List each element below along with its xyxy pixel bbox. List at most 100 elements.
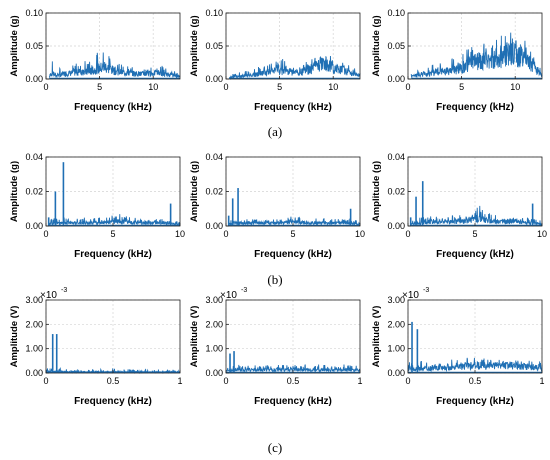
spectrum-series (407, 357, 543, 373)
x-axis-label: Frequency (kHz) (254, 396, 332, 407)
y-axis-label: Amplitude (V) (9, 306, 20, 368)
y-tick-label: 0.02 (205, 187, 223, 197)
x-tick-label: 0 (405, 229, 410, 239)
y-tick-label: 0.00 (205, 221, 223, 231)
x-tick-label: 0 (223, 229, 228, 239)
axis-multiplier-exponent: -3 (423, 287, 429, 294)
spectrum-series (410, 32, 543, 79)
y-tick-label: 0.00 (205, 368, 223, 378)
x-tick-label: 5 (110, 229, 115, 239)
x-tick-label: 0 (43, 376, 48, 386)
y-tick-label: 0.00 (387, 74, 405, 84)
y-tick-label: 0.00 (387, 221, 405, 231)
y-tick-label: 0.00 (205, 74, 223, 84)
y-axis-label: Amplitude (g) (9, 15, 20, 76)
x-tick-label: 0 (223, 376, 228, 386)
y-tick-label: 0.02 (25, 187, 43, 197)
x-axis-label: Frequency (kHz) (254, 102, 332, 113)
x-tick-label: 1 (539, 376, 544, 386)
caption-c: (c) (267, 440, 283, 455)
y-tick-label: 3.00 (205, 295, 223, 305)
x-axis-label: Frequency (kHz) (74, 396, 152, 407)
y-axis-label: Amplitude (g) (371, 15, 382, 76)
x-tick-label: 0 (43, 229, 48, 239)
y-tick-label: 0.04 (25, 152, 43, 162)
x-tick-label: 1 (357, 376, 362, 386)
y-tick-label: 0.00 (25, 74, 43, 84)
chart-panel-r1c1: 0.00 0.05 0.10 0 5 10 Frequency (kHz) Amplitude… (9, 8, 181, 113)
y-axis-label: Amplitude (g) (371, 161, 382, 222)
x-axis-label: Frequency (kHz) (254, 249, 332, 260)
spectrum-series (410, 205, 543, 226)
x-tick-label: 10 (148, 82, 158, 92)
y-tick-label: 0.00 (25, 221, 43, 231)
chart-panel-r2c3: 0.00 0.02 0.04 0 5 10 Frequency (kHz) Amplitude… (371, 152, 547, 260)
x-tick-label: 5 (97, 82, 102, 92)
chart-panel-r2c1: 0.00 0.02 0.04 0 5 10 Frequency (kHz) Amplitude… (9, 152, 185, 260)
x-axis-label: Frequency (kHz) (74, 102, 152, 113)
axis-multiplier-exponent: -3 (241, 287, 247, 294)
axis-multiplier-exponent: -3 (61, 287, 67, 294)
y-tick-label: 0.00 (387, 368, 405, 378)
x-tick-label: 0 (405, 82, 410, 92)
y-axis-label: Amplitude (g) (189, 161, 200, 222)
x-axis-label: Frequency (kHz) (74, 249, 152, 260)
axis-multiplier: ×10 (402, 290, 419, 301)
spectrum-series (228, 216, 361, 227)
x-tick-label: 0 (405, 376, 410, 386)
y-tick-label: 0.04 (205, 152, 223, 162)
y-axis-label: Amplitude (g) (9, 161, 20, 222)
y-tick-label: 0.10 (387, 8, 405, 18)
y-tick-label: 0.05 (387, 41, 405, 51)
y-axis-label: Amplitude (V) (371, 306, 382, 368)
y-tick-label: 3.00 (25, 295, 43, 305)
x-tick-label: 10 (537, 229, 547, 239)
y-tick-label: 1.00 (25, 344, 43, 354)
axis-multiplier: ×10 (220, 290, 237, 301)
y-tick-label: 1.00 (387, 344, 405, 354)
y-tick-label: 0.02 (387, 187, 405, 197)
y-axis-label: Amplitude (V) (189, 306, 200, 368)
y-tick-label: 0.05 (205, 41, 223, 51)
spectrum-series (228, 55, 361, 81)
chart-panel-r1c2: 0.00 0.05 0.10 0 5 10 Frequency (kHz) Amplitude… (189, 8, 361, 113)
x-tick-label: 5 (459, 82, 464, 92)
y-tick-label: 3.00 (387, 295, 405, 305)
x-tick-label: 0.5 (469, 376, 482, 386)
y-tick-label: 1.00 (205, 344, 223, 354)
x-tick-label: 5 (290, 229, 295, 239)
y-tick-label: 0.04 (387, 152, 405, 162)
x-tick-label: 10 (355, 229, 365, 239)
caption-b: (b) (267, 272, 283, 287)
y-tick-label: 0.05 (25, 41, 43, 51)
spectrum-series (48, 52, 181, 79)
x-tick-label: 1 (177, 376, 182, 386)
x-axis-label: Frequency (kHz) (436, 249, 514, 260)
chart-panel-r2c2: 0.00 0.02 0.04 0 5 10 Frequency (kHz) Amplitude… (189, 152, 365, 260)
chart-panel-r3c2: 0.00 1.00 2.00 3.00 0 0.5 1 Frequency (kHz) Ampl… (189, 287, 363, 407)
chart-panel-r1c3: 0.00 0.05 0.10 0 5 10 Frequency (kHz) Amplitude… (371, 8, 543, 113)
y-tick-label: 2.00 (205, 319, 223, 329)
x-tick-label: 5 (472, 229, 477, 239)
x-tick-label: 0.5 (287, 376, 300, 386)
y-tick-label: 0.10 (25, 8, 43, 18)
x-axis-label: Frequency (kHz) (436, 396, 514, 407)
y-tick-label: 2.00 (387, 319, 405, 329)
x-axis-label: Frequency (kHz) (436, 102, 514, 113)
y-tick-label: 0.00 (25, 368, 43, 378)
x-tick-label: 0 (223, 82, 228, 92)
y-tick-label: 2.00 (25, 319, 43, 329)
x-tick-label: 0.5 (107, 376, 120, 386)
x-tick-label: 5 (277, 82, 282, 92)
y-tick-label: 0.10 (205, 8, 223, 18)
caption-a: (a) (267, 124, 283, 139)
axis-multiplier: ×10 (40, 290, 57, 301)
spectrum-series (48, 214, 181, 227)
x-tick-label: 10 (510, 82, 520, 92)
chart-panel-r3c1: 0.00 1.00 2.00 3.00 0 0.5 1 Frequency (kHz) Ampl… (9, 287, 183, 407)
spectrum-series (225, 364, 361, 374)
x-tick-label: 10 (175, 229, 185, 239)
y-axis-label: Amplitude (g) (189, 15, 200, 76)
chart-panel-r3c3: 0.00 1.00 2.00 3.00 0 0.5 1 Frequency (kHz) Ampl… (371, 287, 545, 407)
